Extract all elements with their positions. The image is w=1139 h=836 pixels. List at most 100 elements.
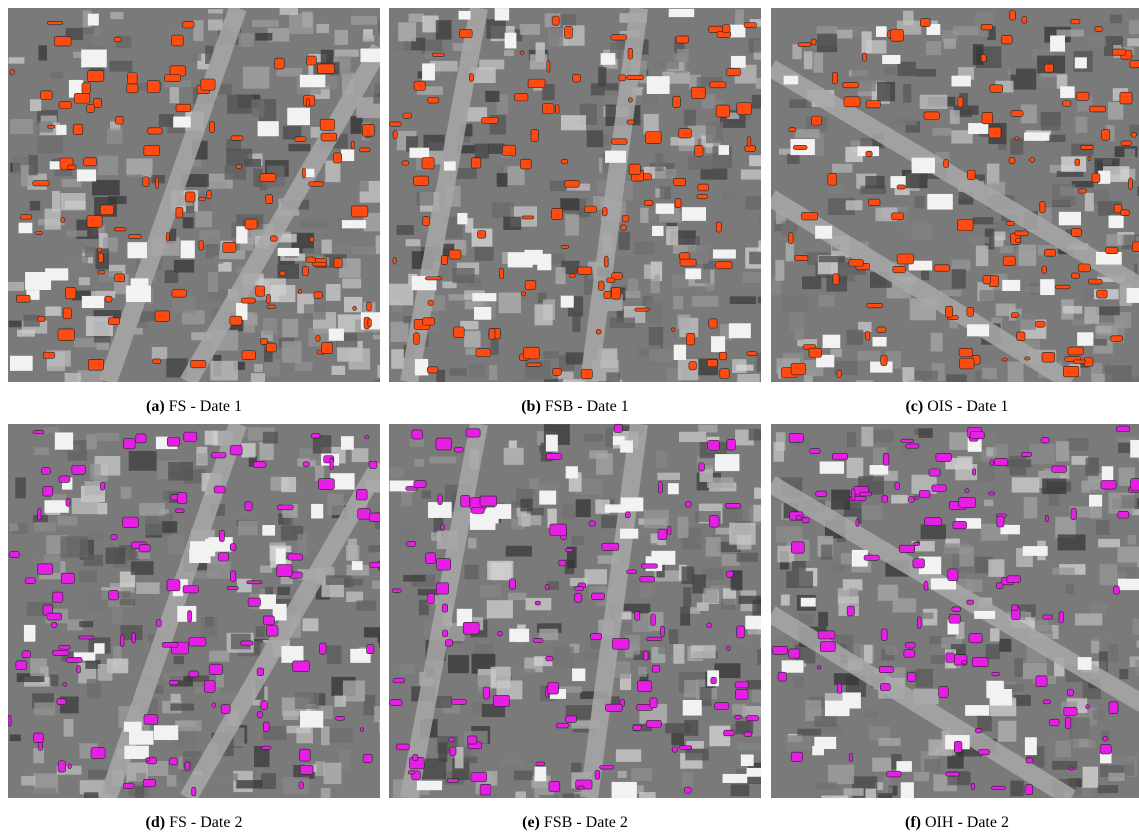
- texture: [373, 84, 380, 104]
- segmentation-blob: [1003, 256, 1015, 266]
- segmentation-blob: [1012, 605, 1018, 610]
- texture: [398, 22, 416, 41]
- segmentation-blob: [302, 266, 308, 275]
- texture: [1088, 635, 1113, 641]
- aerial-image: [771, 8, 1139, 382]
- roof: [601, 53, 616, 65]
- segmentation-blob: [574, 593, 582, 602]
- segmentation-blob: [646, 131, 661, 143]
- roof: [341, 149, 354, 161]
- segmentation-blob: [40, 91, 52, 100]
- segmentation-blob: [136, 434, 146, 443]
- segmentation-blob: [367, 644, 374, 653]
- segmentation-blob: [528, 79, 545, 88]
- roof: [823, 335, 841, 348]
- roof: [44, 500, 68, 513]
- roof: [409, 148, 429, 158]
- segmentation-blob: [91, 748, 105, 759]
- segmentation-blob: [412, 430, 423, 439]
- texture: [660, 186, 671, 199]
- segmentation-blob: [318, 64, 335, 73]
- segmentation-blob: [578, 786, 585, 789]
- texture: [781, 595, 790, 606]
- texture: [98, 156, 118, 175]
- texture: [251, 373, 265, 382]
- texture: [167, 775, 177, 787]
- segmentation-blob: [820, 642, 835, 652]
- segmentation-blob: [245, 502, 252, 511]
- roof: [94, 643, 105, 654]
- texture: [44, 555, 61, 561]
- segmentation-blob: [550, 524, 567, 536]
- texture: [787, 154, 800, 164]
- segmentation-blob: [52, 650, 69, 655]
- segmentation-blob: [1015, 238, 1021, 242]
- segmentation-blob: [724, 730, 735, 736]
- segmentation-blob: [231, 136, 243, 141]
- segmentation-blob: [189, 637, 206, 646]
- segmentation-blob: [87, 71, 103, 82]
- texture: [1014, 658, 1023, 677]
- texture: [786, 242, 794, 261]
- segmentation-blob: [833, 274, 839, 285]
- segmentation-blob: [810, 449, 821, 454]
- texture: [480, 585, 501, 597]
- texture: [1085, 458, 1098, 476]
- segmentation-blob: [650, 698, 657, 708]
- texture: [406, 239, 421, 246]
- texture: [585, 569, 607, 584]
- segmentation-blob: [726, 571, 733, 577]
- segmentation-blob: [570, 274, 576, 278]
- texture: [172, 296, 195, 313]
- roof: [682, 207, 706, 221]
- caption-text: FSB - Date 1: [545, 398, 629, 415]
- segmentation-blob: [1100, 744, 1111, 753]
- segmentation-blob: [584, 206, 596, 212]
- segmentation-blob: [423, 217, 430, 226]
- texture: [858, 351, 881, 361]
- texture: [241, 443, 255, 457]
- segmentation-blob: [445, 640, 452, 647]
- segmentation-blob: [715, 703, 729, 710]
- segmentation-blob: [971, 783, 975, 790]
- segmentation-blob: [311, 434, 320, 438]
- segmentation-blob: [791, 363, 805, 375]
- roof: [281, 646, 303, 663]
- roof: [656, 203, 674, 213]
- texture: [205, 431, 218, 445]
- texture: [833, 565, 845, 571]
- texture: [877, 108, 893, 123]
- texture: [722, 191, 735, 200]
- segmentation-blob: [468, 736, 477, 744]
- texture: [226, 149, 252, 166]
- texture: [207, 182, 226, 188]
- texture: [988, 559, 1004, 576]
- segmentation-blob: [79, 636, 95, 639]
- texture: [297, 534, 307, 556]
- texture: [986, 644, 1001, 659]
- texture: [8, 57, 24, 63]
- texture: [1084, 307, 1099, 324]
- segmentation-blob: [427, 367, 438, 373]
- texture: [438, 742, 447, 762]
- texture: [742, 272, 761, 283]
- segmentation-blob: [680, 259, 696, 266]
- roof: [674, 345, 686, 360]
- segmentation-blob: [559, 560, 566, 566]
- texture: [379, 720, 380, 733]
- texture: [673, 644, 684, 664]
- segmentation-blob: [242, 351, 256, 360]
- segmentation-blob: [719, 352, 726, 360]
- segmentation-blob: [969, 634, 982, 643]
- texture: [1127, 38, 1139, 46]
- segmentation-blob: [1021, 452, 1031, 456]
- texture: [254, 364, 263, 372]
- texture: [565, 215, 579, 236]
- caption-text: FS - Date 2: [169, 814, 242, 831]
- texture: [926, 41, 941, 55]
- segmentation-blob: [924, 518, 941, 526]
- texture: [251, 99, 264, 116]
- segmentation-blob: [880, 683, 890, 690]
- texture: [509, 440, 517, 448]
- aerial-image: [8, 424, 380, 798]
